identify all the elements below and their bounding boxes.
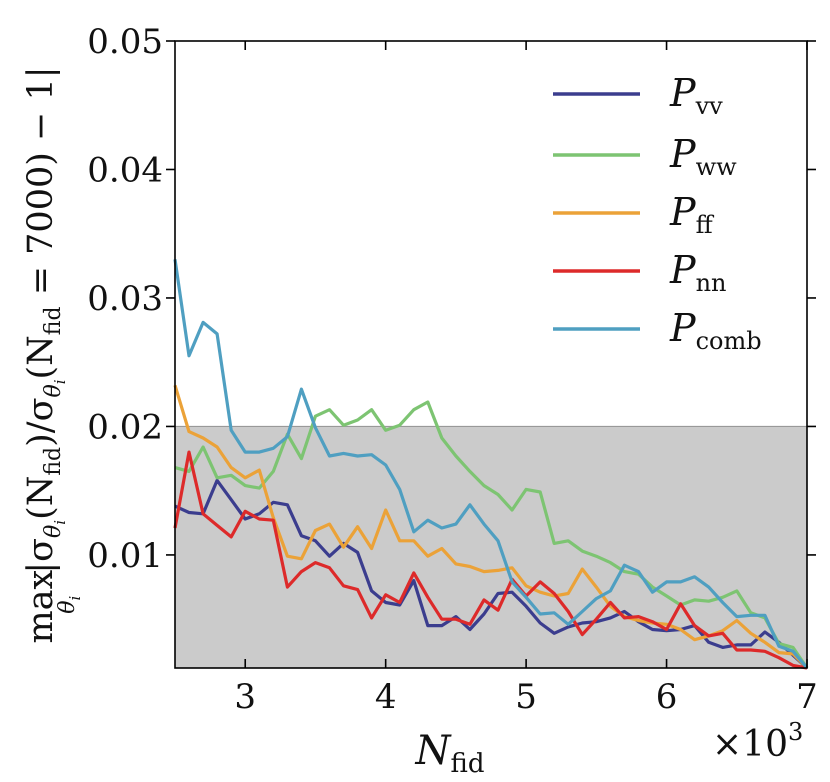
x-tick-label: 7 <box>796 677 818 717</box>
legend-entry-ww: Pww <box>553 132 737 181</box>
series-line-comb <box>173 259 809 670</box>
y-axis-title: maxθi|σθi(Nfid)/σθi(Nfid = 7000) − 1| <box>21 66 84 643</box>
x-axis-multiplier: ×103 <box>712 718 803 765</box>
y-tick-label: 0.03 <box>87 279 163 319</box>
y-tick-label: 0.04 <box>87 150 163 190</box>
plot-frame <box>174 40 808 669</box>
x-tick-label: 4 <box>375 677 397 717</box>
tick-layer <box>166 40 816 668</box>
legend-label: Pnn <box>669 248 727 297</box>
legend-label: Pff <box>669 190 715 239</box>
x-tick-label: 5 <box>515 677 537 717</box>
y-tick-label: 0.01 <box>87 536 163 576</box>
legend-label: Pvv <box>669 71 723 120</box>
legend-label: Pcomb <box>669 306 762 355</box>
legend-label: Pww <box>669 132 737 181</box>
legend-entry-ff: Pff <box>553 190 715 239</box>
series-layer <box>173 259 809 670</box>
series-line-nn <box>173 450 808 670</box>
y-axis-title-group: maxθi|σθi(Nfid)/σθi(Nfid = 7000) − 1| <box>21 66 84 643</box>
legend: Pvv Pww Pff Pnn Pcomb <box>553 71 762 355</box>
threshold-band <box>175 426 807 668</box>
y-tick-label: 0.05 <box>87 22 163 62</box>
x-axis-title: Nfid <box>415 728 485 779</box>
legend-entry-nn: Pnn <box>553 248 727 297</box>
y-tick-label: 0.02 <box>87 407 163 447</box>
series-line-ff <box>173 384 809 670</box>
legend-entry-vv: Pvv <box>553 71 723 120</box>
legend-entry-comb: Pcomb <box>553 306 762 355</box>
x-tick-label: 6 <box>656 677 678 717</box>
x-tick-labels: 3 4 5 6 7 <box>234 677 817 717</box>
y-tick-labels: 0.01 0.02 0.03 0.04 0.05 <box>87 22 163 576</box>
series-line-ww <box>174 400 809 669</box>
x-tick-label: 3 <box>234 677 256 717</box>
